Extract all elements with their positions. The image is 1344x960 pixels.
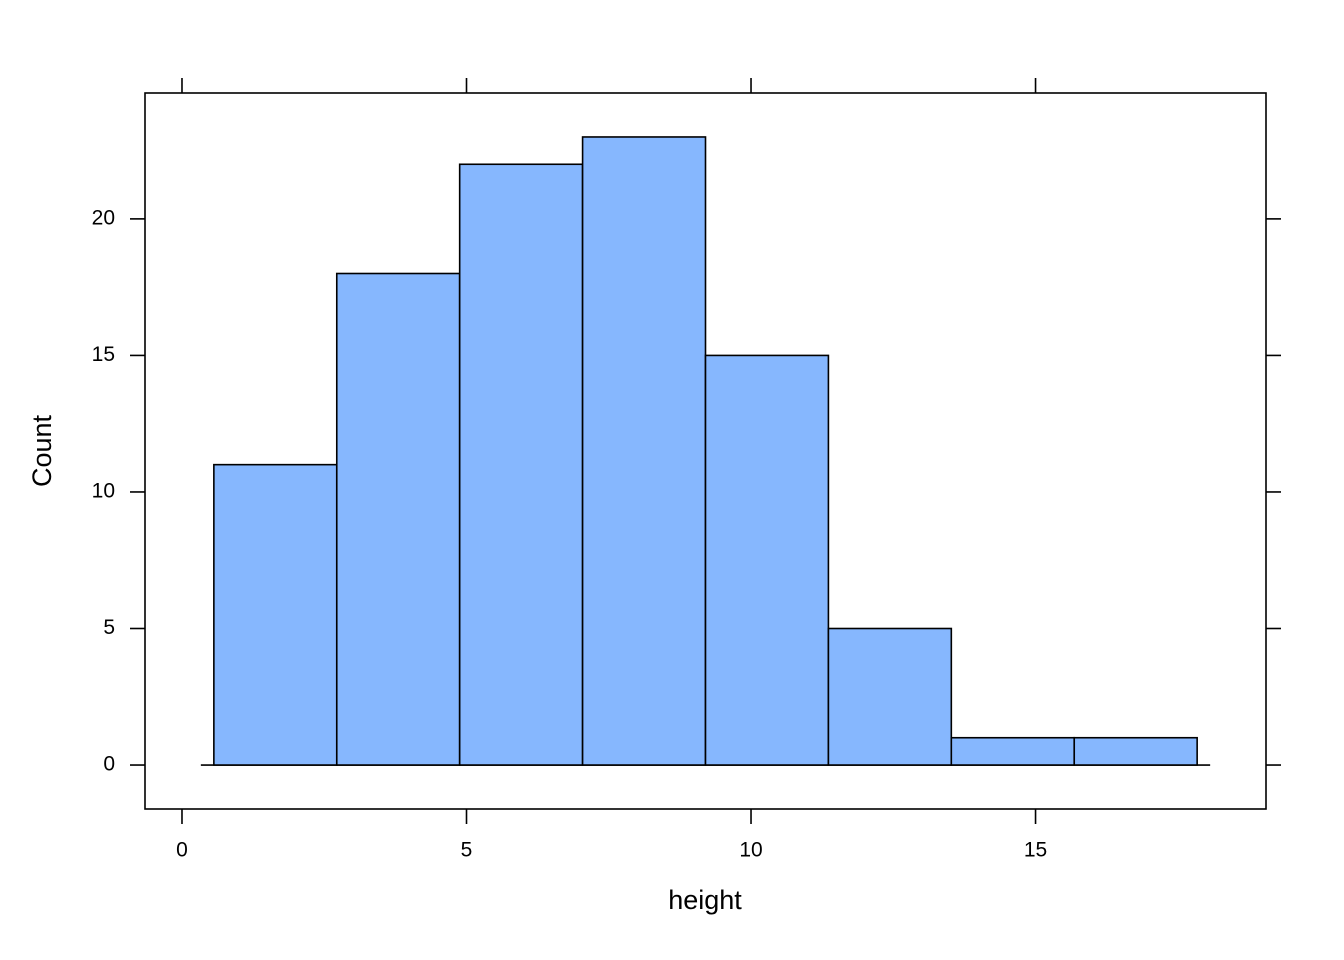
panel-border: [144, 92, 1267, 810]
bar: [335, 272, 461, 766]
bar: [704, 354, 830, 766]
x-axis-title: height: [668, 885, 742, 915]
x-tick-label: 15: [1024, 839, 1047, 862]
bar: [581, 136, 707, 766]
x-tick-label: 5: [461, 839, 473, 862]
bar: [213, 463, 338, 766]
x-tick-label: 0: [176, 839, 188, 862]
y-tick-label: 0: [103, 753, 115, 776]
y-tick-label: 20: [92, 206, 115, 229]
y-axis-title: Count: [27, 414, 57, 487]
y-tick-label: 5: [103, 616, 115, 639]
bar: [950, 736, 1076, 766]
bar: [458, 163, 584, 766]
y-tick-label: 10: [92, 480, 115, 503]
x-tick-label: 10: [739, 839, 762, 862]
y-tick-label: 15: [92, 343, 115, 366]
bar: [1073, 736, 1198, 766]
bar: [827, 627, 953, 766]
